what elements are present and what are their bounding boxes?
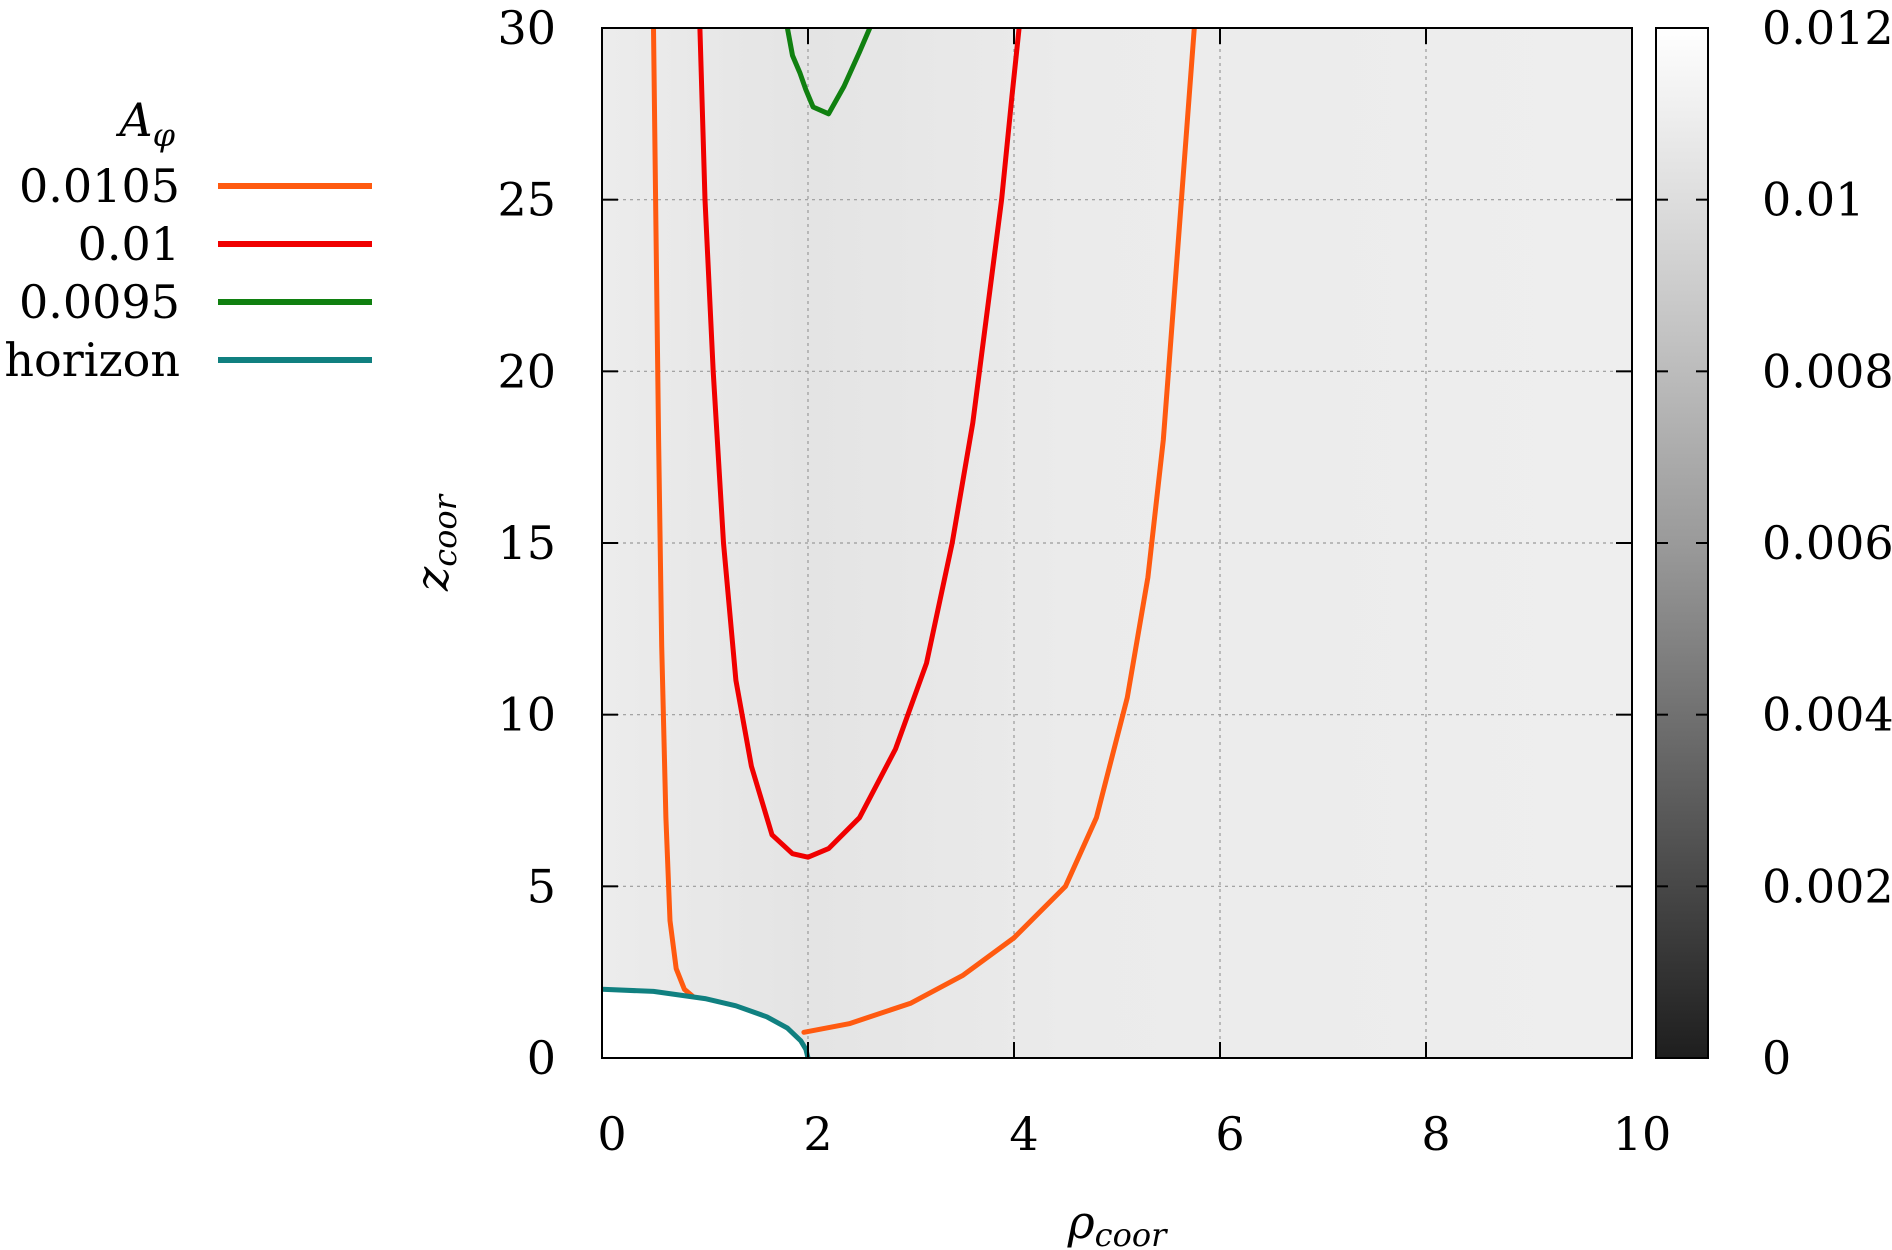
x-tick-label: 6 (1215, 1107, 1244, 1161)
x-tick-label: 0 (597, 1107, 626, 1161)
colorbar-tick-label: 0 (1762, 1031, 1791, 1085)
legend-label: 0.0105 (19, 159, 180, 213)
colorbar-tick-label: 0.006 (1762, 516, 1892, 570)
colorbar-tick-label: 0.012 (1762, 1, 1892, 55)
x-tick-label: 2 (803, 1107, 832, 1161)
x-tick-label: 10 (1613, 1107, 1672, 1161)
colorbar-tick-label: 0.002 (1762, 859, 1892, 913)
x-tick-label: 8 (1421, 1107, 1450, 1161)
contour-0-0105 (801, 28, 1197, 1035)
axis-ticks: 0 2 4 6 8 10 0 5 10 15 20 25 30 (497, 1, 1671, 1161)
horizon-interior (602, 989, 808, 1058)
y-tick-label: 10 (497, 688, 556, 742)
legend-title-main: A (115, 93, 152, 147)
contour-0-01 (697, 28, 1022, 860)
colorbar-ticks: 0 0.002 0.004 0.006 0.008 0.01 0.012 (1656, 1, 1892, 1085)
contour-0-0105 (651, 28, 696, 999)
y-tick-label: 20 (497, 344, 556, 398)
y-tick-label: 15 (497, 516, 556, 570)
y-axis-label: z (405, 566, 459, 592)
x-axis-title: ρcoor (1067, 1195, 1169, 1250)
legend-title-subscript: φ (153, 116, 176, 154)
colorbar-tick-label: 0.004 (1762, 688, 1892, 742)
colorbar-tick-label: 0.008 (1762, 344, 1892, 398)
x-tick-label: 4 (1009, 1107, 1038, 1161)
y-axis-title: zcoor (405, 493, 464, 592)
legend-label: 0.0095 (19, 275, 180, 329)
plot-background (602, 28, 1632, 1058)
contour-0-0095 (784, 28, 873, 117)
y-tick-label: 25 (497, 173, 556, 227)
x-axis-label-subscript: coor (1095, 1216, 1168, 1250)
y-tick-label: 0 (527, 1031, 556, 1085)
y-tick-label: 30 (497, 1, 556, 55)
x-axis-label: ρ (1067, 1195, 1095, 1249)
colorbar-tick-label: 0.01 (1762, 173, 1864, 227)
contour-horizon (602, 986, 811, 1058)
legend-title: Aφ (115, 93, 175, 154)
contour-lines (602, 28, 1197, 1058)
legend-label: horizon (4, 333, 180, 387)
y-tick-label: 5 (527, 859, 556, 913)
legend-label: 0.01 (78, 217, 180, 271)
y-axis-label-subscript: coor (426, 493, 464, 566)
